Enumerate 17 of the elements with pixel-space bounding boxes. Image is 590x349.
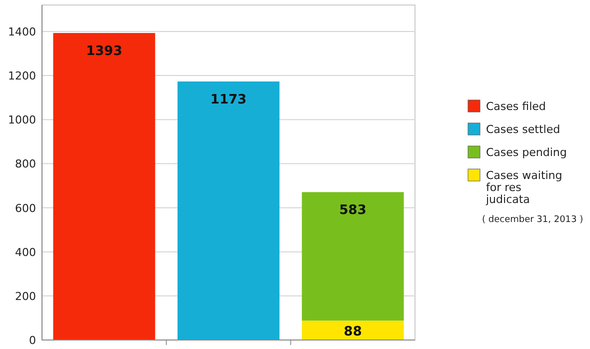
legend-label: Cases waiting for res judicata (485, 169, 562, 206)
y-tick-label: 1200 (8, 70, 36, 83)
legend-label: Cases filed (486, 100, 546, 113)
legend-label: Cases pending (486, 146, 567, 159)
y-tick-label: 600 (15, 202, 36, 215)
text: ( december 31, 2013 ) (482, 215, 584, 225)
y-tick-label: 200 (15, 290, 36, 303)
y-tick-label: 1000 (8, 114, 36, 127)
data-label: 1393 (86, 44, 122, 59)
y-tick-label: 800 (15, 158, 36, 171)
y-tick-label: 1400 (8, 25, 36, 38)
y-tick-label: 400 (15, 246, 36, 259)
legend-label: Cases settled (486, 123, 560, 136)
data-label: 583 (339, 203, 366, 218)
data-label: 88 (344, 324, 362, 340)
y-tick-label: 0 (29, 334, 36, 347)
data-label: 1173 (210, 92, 247, 108)
